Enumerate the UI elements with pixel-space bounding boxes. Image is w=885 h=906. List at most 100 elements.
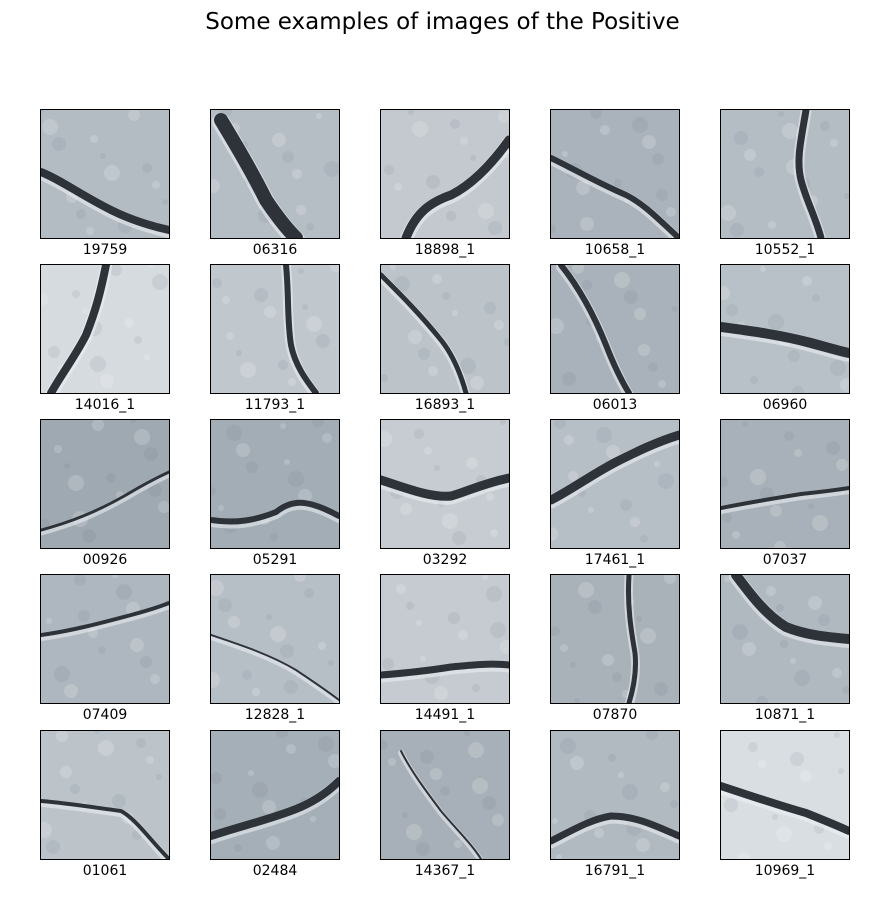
- image-cell: 07409: [40, 574, 170, 723]
- crack-highlight: [721, 490, 849, 510]
- crack-line: [721, 488, 849, 508]
- image-label: 14491_1: [380, 707, 510, 723]
- crack-image: [380, 109, 510, 239]
- image-cell: 07870: [550, 574, 680, 723]
- image-label: 01061: [40, 863, 170, 879]
- image-label: 10969_1: [720, 863, 850, 879]
- crack-image: [210, 264, 340, 394]
- image-cell: 14016_1: [40, 264, 170, 413]
- image-label: 07409: [40, 707, 170, 723]
- crack-line: [41, 801, 169, 859]
- crack-illustration: [721, 575, 849, 703]
- image-label: 06013: [550, 397, 680, 413]
- image-cell: 05291: [210, 419, 340, 568]
- crack-illustration: [41, 731, 169, 859]
- crack-image: [720, 109, 850, 239]
- crack-image: [40, 574, 170, 704]
- texture: [551, 420, 674, 543]
- image-cell: 02484: [210, 730, 340, 879]
- image-label: 10871_1: [720, 707, 850, 723]
- image-cell: 12828_1: [210, 574, 340, 723]
- crack-illustration: [551, 575, 679, 703]
- image-label: 17461_1: [550, 552, 680, 568]
- crack-illustration: [721, 731, 849, 859]
- crack-illustration: [381, 420, 509, 548]
- crack-image: [380, 574, 510, 704]
- crack-illustration: [721, 110, 849, 238]
- image-cell: 14367_1: [380, 730, 510, 879]
- image-label: 16893_1: [380, 397, 510, 413]
- crack-image: [720, 264, 850, 394]
- crack-line: [721, 786, 849, 831]
- crack-illustration: [381, 731, 509, 859]
- crack-illustration: [551, 110, 679, 238]
- texture: [211, 575, 334, 696]
- image-cell: 11793_1: [210, 264, 340, 413]
- crack-highlight: [381, 277, 466, 393]
- image-label: 02484: [210, 863, 340, 879]
- crack-line: [41, 472, 169, 530]
- crack-image: [720, 574, 850, 704]
- crack-image: [380, 730, 510, 860]
- image-label: 07037: [720, 552, 850, 568]
- image-cell: 10871_1: [720, 574, 850, 723]
- image-label: 06316: [210, 242, 340, 258]
- crack-image: [380, 264, 510, 394]
- image-label: 18898_1: [380, 242, 510, 258]
- crack-line: [401, 751, 481, 859]
- crack-line: [721, 327, 849, 353]
- image-cell: 01061: [40, 730, 170, 879]
- crack-image: [210, 730, 340, 860]
- image-label: 05291: [210, 552, 340, 568]
- image-cell: 14491_1: [380, 574, 510, 723]
- image-cell: 16791_1: [550, 730, 680, 879]
- crack-illustration: [551, 731, 679, 859]
- crack-image: [380, 419, 510, 549]
- image-cell: 19759: [40, 109, 170, 258]
- crack-image: [40, 419, 170, 549]
- image-label: 19759: [40, 242, 170, 258]
- crack-image: [210, 574, 340, 704]
- texture: [551, 575, 676, 703]
- crack-image: [550, 419, 680, 549]
- crack-illustration: [211, 731, 339, 859]
- crack-illustration: [211, 265, 339, 393]
- image-label: 06960: [720, 397, 850, 413]
- texture: [552, 731, 678, 859]
- figure-title: Some examples of images of the Positive: [0, 7, 885, 37]
- texture: [381, 265, 509, 390]
- crack-image: [210, 109, 340, 239]
- crack-line: [41, 603, 169, 635]
- crack-illustration: [41, 420, 169, 548]
- crack-illustration: [211, 110, 339, 238]
- texture: [721, 111, 849, 237]
- crack-image: [40, 109, 170, 239]
- image-label: 14016_1: [40, 397, 170, 413]
- image-label: 10658_1: [550, 242, 680, 258]
- texture: [721, 421, 848, 548]
- image-label: 00926: [40, 552, 170, 568]
- crack-line: [41, 172, 169, 230]
- image-cell: 06013: [550, 264, 680, 413]
- crack-image: [210, 419, 340, 549]
- texture: [212, 265, 339, 386]
- image-label: 11793_1: [210, 397, 340, 413]
- crack-image: [720, 730, 850, 860]
- texture: [382, 575, 509, 700]
- texture: [381, 731, 504, 856]
- crack-highlight: [41, 803, 169, 859]
- crack-image: [550, 574, 680, 704]
- crack-image: [40, 264, 170, 394]
- crack-image: [550, 109, 680, 239]
- image-cell: 00926: [40, 419, 170, 568]
- crack-illustration: [551, 420, 679, 548]
- crack-illustration: [381, 265, 509, 393]
- crack-illustration: [41, 265, 169, 393]
- crack-illustration: [381, 575, 509, 703]
- image-label: 14367_1: [380, 863, 510, 879]
- image-label: 10552_1: [720, 242, 850, 258]
- image-cell: 10552_1: [720, 109, 850, 258]
- crack-image: [550, 730, 680, 860]
- image-cell: 07037: [720, 419, 850, 568]
- image-cell: 18898_1: [380, 109, 510, 258]
